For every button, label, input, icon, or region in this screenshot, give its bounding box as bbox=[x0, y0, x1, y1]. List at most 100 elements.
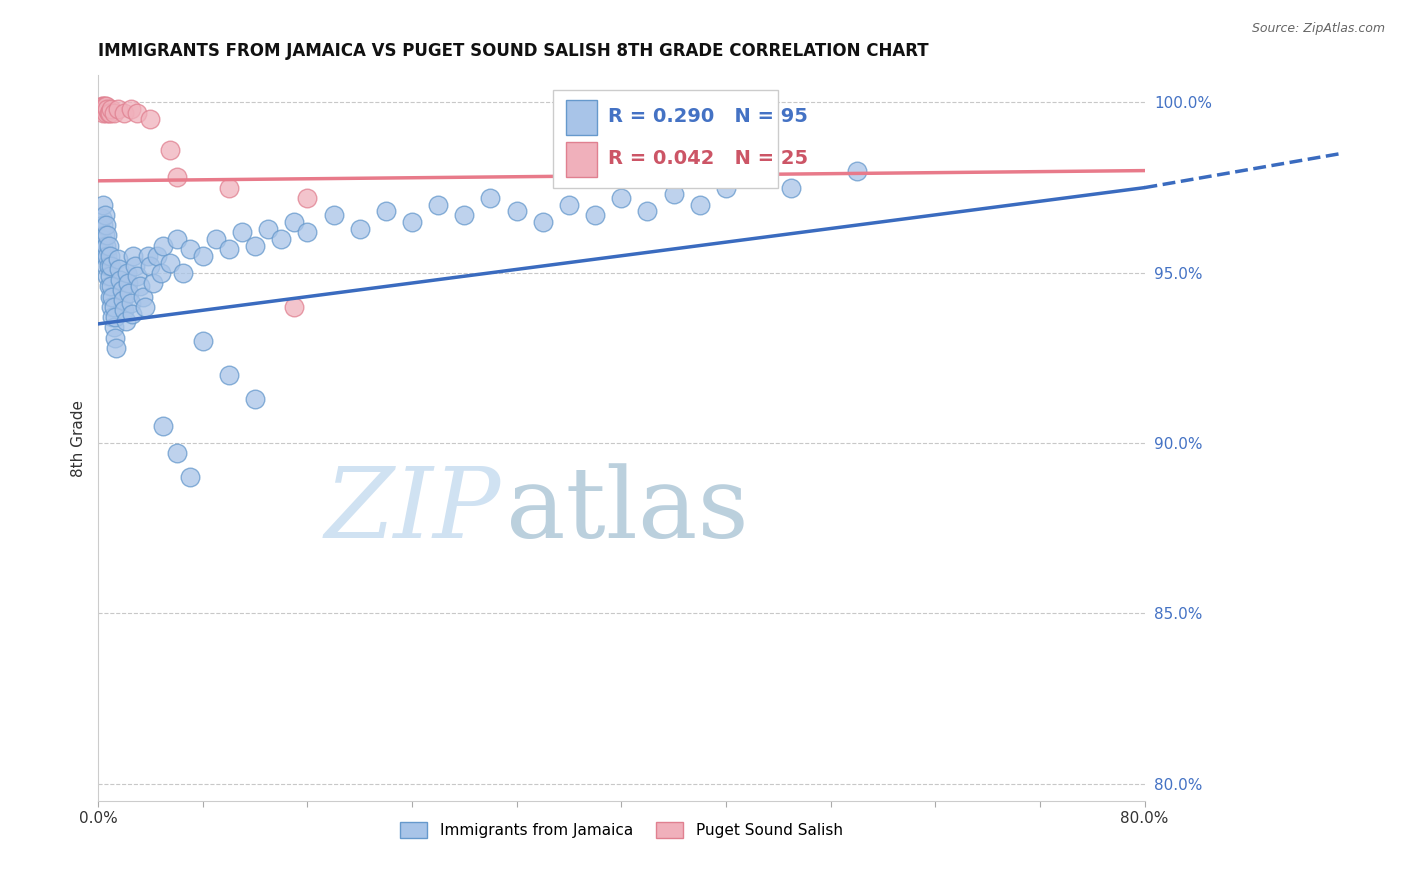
Text: R = 0.042   N = 25: R = 0.042 N = 25 bbox=[607, 149, 808, 169]
Point bbox=[94, 218, 117, 232]
Point bbox=[104, 310, 127, 324]
Point bbox=[218, 368, 240, 382]
Point bbox=[93, 228, 115, 243]
Point bbox=[118, 286, 141, 301]
Point bbox=[142, 276, 165, 290]
Point bbox=[91, 211, 114, 226]
Point bbox=[191, 249, 214, 263]
Point bbox=[100, 259, 122, 273]
Point bbox=[172, 266, 194, 280]
Point bbox=[127, 269, 149, 284]
Point bbox=[689, 197, 711, 211]
Point bbox=[98, 105, 121, 120]
Point bbox=[94, 259, 117, 273]
Point bbox=[218, 180, 240, 194]
Point bbox=[97, 105, 120, 120]
FancyBboxPatch shape bbox=[553, 90, 779, 187]
Point bbox=[780, 180, 803, 194]
Point bbox=[111, 293, 134, 307]
Point bbox=[179, 242, 201, 256]
Point bbox=[98, 249, 121, 263]
Point bbox=[166, 446, 188, 460]
Point bbox=[374, 204, 396, 219]
Point bbox=[96, 269, 118, 284]
Point bbox=[93, 103, 115, 117]
Point bbox=[191, 334, 214, 348]
Point bbox=[93, 249, 115, 263]
Point bbox=[714, 180, 737, 194]
Point bbox=[179, 470, 201, 484]
Point bbox=[110, 283, 132, 297]
Point bbox=[91, 103, 114, 117]
Point bbox=[401, 215, 423, 229]
Point bbox=[96, 249, 118, 263]
Point bbox=[91, 99, 114, 113]
Point bbox=[845, 163, 868, 178]
Point bbox=[134, 300, 156, 314]
Point bbox=[103, 300, 125, 314]
Text: ZIP: ZIP bbox=[325, 463, 501, 558]
Point bbox=[453, 208, 475, 222]
Point bbox=[610, 191, 633, 205]
Point bbox=[531, 215, 554, 229]
Point bbox=[505, 204, 527, 219]
Point bbox=[94, 105, 117, 120]
Point bbox=[166, 170, 188, 185]
Text: IMMIGRANTS FROM JAMAICA VS PUGET SOUND SALISH 8TH GRADE CORRELATION CHART: IMMIGRANTS FROM JAMAICA VS PUGET SOUND S… bbox=[98, 42, 929, 60]
Point bbox=[297, 191, 319, 205]
Point bbox=[112, 105, 135, 120]
Point bbox=[105, 341, 128, 355]
Point bbox=[127, 105, 149, 120]
Point bbox=[283, 215, 305, 229]
Point bbox=[96, 228, 118, 243]
Point bbox=[91, 197, 114, 211]
Point bbox=[107, 252, 129, 267]
Point bbox=[104, 330, 127, 344]
Point bbox=[322, 208, 344, 222]
Point bbox=[100, 279, 122, 293]
Text: Source: ZipAtlas.com: Source: ZipAtlas.com bbox=[1251, 22, 1385, 36]
Bar bbox=[565, 142, 598, 177]
Point bbox=[101, 310, 124, 324]
Point bbox=[103, 105, 125, 120]
Point bbox=[91, 232, 114, 246]
Point bbox=[662, 187, 685, 202]
Point bbox=[91, 238, 114, 252]
Point bbox=[110, 272, 132, 286]
Text: R = 0.290   N = 95: R = 0.290 N = 95 bbox=[607, 107, 807, 126]
Point bbox=[558, 197, 581, 211]
Point bbox=[98, 269, 121, 284]
Point bbox=[270, 232, 292, 246]
Point bbox=[139, 259, 162, 273]
Point bbox=[741, 170, 763, 185]
Point bbox=[129, 279, 152, 293]
Point bbox=[166, 232, 188, 246]
Point bbox=[479, 191, 502, 205]
Point bbox=[98, 290, 121, 304]
Point bbox=[427, 197, 450, 211]
Point bbox=[121, 307, 143, 321]
Point bbox=[112, 303, 135, 318]
Point bbox=[283, 300, 305, 314]
Legend: Immigrants from Jamaica, Puget Sound Salish: Immigrants from Jamaica, Puget Sound Sal… bbox=[394, 816, 849, 844]
Point bbox=[136, 249, 159, 263]
Point bbox=[97, 259, 120, 273]
Point bbox=[124, 259, 146, 273]
Point bbox=[93, 208, 115, 222]
Point bbox=[94, 99, 117, 113]
Point bbox=[90, 103, 112, 117]
Point bbox=[97, 279, 120, 293]
Point bbox=[108, 262, 131, 277]
Point bbox=[152, 238, 174, 252]
Point bbox=[231, 225, 253, 239]
Point bbox=[243, 392, 266, 406]
Point bbox=[117, 276, 139, 290]
Point bbox=[204, 232, 226, 246]
Point bbox=[218, 242, 240, 256]
Point bbox=[149, 266, 172, 280]
Point bbox=[91, 105, 114, 120]
Point bbox=[120, 103, 142, 117]
Point bbox=[257, 221, 280, 235]
Point bbox=[139, 112, 162, 127]
Point bbox=[107, 103, 129, 117]
